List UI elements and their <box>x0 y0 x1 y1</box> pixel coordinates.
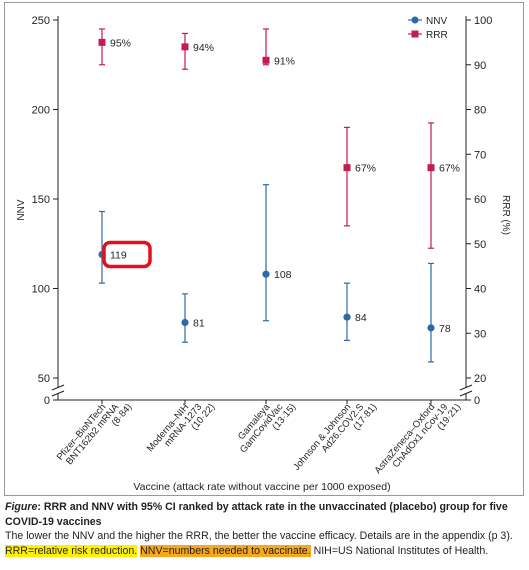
left-tick-label: 50 <box>38 373 50 385</box>
nnv-point <box>262 270 270 278</box>
rrr-point <box>98 38 106 46</box>
right-axis-label: RRR (%) <box>500 195 511 235</box>
right-tick-label: 90 <box>474 60 486 72</box>
nnv-data-label: 78 <box>439 323 451 335</box>
category-label: AstraZeneca–Oxford <box>373 402 438 476</box>
rrr-data-label: 67% <box>355 163 376 175</box>
caption-abbrev-nnv: NNV=numbers needed to vaccinate. <box>140 544 311 557</box>
caption-abbrev-nih: NIH=US National Institutes of Health. <box>310 544 489 557</box>
rrr-point <box>181 43 189 51</box>
nnv-point <box>343 313 351 321</box>
right-tick-label: 50 <box>474 239 486 251</box>
right-tick-label: 100 <box>474 15 492 27</box>
nnv-data-label: 108 <box>274 269 292 281</box>
rrr-data-label: 67% <box>439 163 460 175</box>
legend-rrr-marker <box>411 30 419 38</box>
legend-nnv-label: NNV <box>426 16 447 27</box>
caption-line1: The lower the NNV and the higher the RRR… <box>5 530 513 542</box>
figure-caption: Figure: RRR and NNV with 95% CI ranked b… <box>5 500 525 558</box>
nnv-data-label: 84 <box>355 312 367 324</box>
nnv-data-label: 119 <box>110 249 127 261</box>
caption-abbreviations: RRR=relative risk reduction. NNV=numbers… <box>5 544 525 559</box>
left-tick-label: 200 <box>32 105 50 117</box>
caption-title: Figure: RRR and NNV with 95% CI ranked b… <box>5 500 525 529</box>
left-tick-label: 150 <box>32 194 50 206</box>
rrr-point <box>427 164 435 172</box>
rrr-point <box>262 56 270 64</box>
category-label: Johnson & Johnson <box>291 402 353 473</box>
nnv-data-label: 81 <box>193 318 205 330</box>
right-axis-break-lower <box>459 390 473 397</box>
right-tick-label: 20 <box>474 373 486 385</box>
legend-nnv-marker <box>411 16 419 24</box>
rrr-data-label: 94% <box>193 42 214 54</box>
left-tick-label: 250 <box>32 15 50 27</box>
nnv-point <box>181 318 189 327</box>
right-tick-label: 60 <box>474 194 486 206</box>
right-tick-label: 40 <box>474 284 486 296</box>
right-axis-break-upper <box>459 384 473 391</box>
highlight-box <box>102 240 152 269</box>
right-tick-label: 0 <box>474 395 480 407</box>
left-axis-label: NNV <box>16 199 27 220</box>
caption-title-text: : RRR and NNV with 95% CI ranked by atta… <box>5 501 508 528</box>
caption-figure-label: Figure <box>5 501 38 513</box>
right-tick-label: 70 <box>474 149 486 161</box>
left-tick-label: 100 <box>32 284 50 296</box>
right-tick-label: 30 <box>474 328 486 340</box>
left-axis-break-lower <box>51 390 65 397</box>
chart: 0 50 100 150 200 250 0 20 30 40 50 60 70 80 90 100 NNV RR… <box>16 15 511 493</box>
figure-frame <box>4 2 524 496</box>
right-tick-label: 80 <box>474 105 486 117</box>
x-axis-label: Vaccine (attack rate without vaccine per… <box>133 481 390 493</box>
left-tick-label: 0 <box>44 395 50 407</box>
legend-rrr-label: RRR <box>426 30 448 41</box>
rrr-data-label: 91% <box>274 55 295 67</box>
rrr-point <box>343 164 351 172</box>
left-axis-break-upper <box>51 384 65 391</box>
nnv-point <box>427 324 435 332</box>
rrr-data-label: 95% <box>110 37 131 49</box>
caption-abbrev-rrr: RRR=relative risk reduction. <box>5 544 138 557</box>
